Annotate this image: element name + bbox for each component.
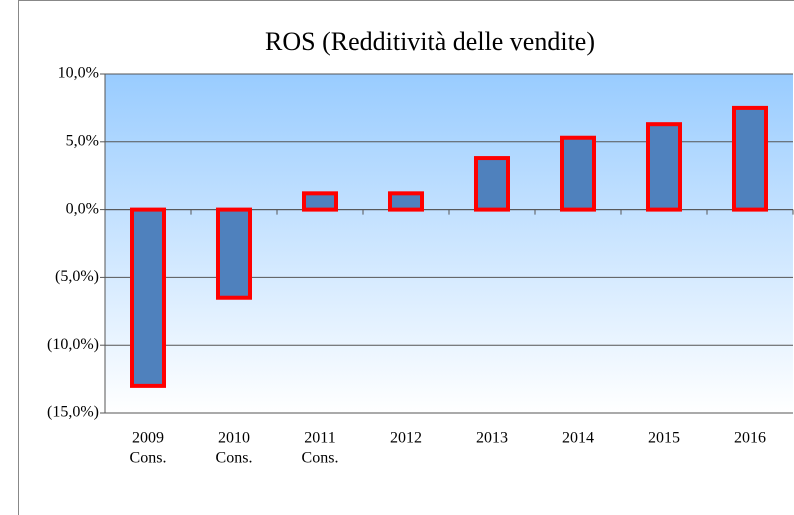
x-tick-label: 2014 [562,430,594,447]
bar [302,191,338,212]
x-tick-label: 2012 [390,430,422,447]
bar [388,191,424,212]
bar [216,207,252,300]
x-tick-label: Cons. [302,450,339,467]
bar [474,156,510,212]
y-tick-label: (10,0%) [47,336,99,353]
x-tick-label: Cons. [130,450,167,467]
y-tick-label: 5,0% [66,132,99,149]
x-tick-label: 2009 [132,430,164,447]
x-tick-label: 2016 [734,430,766,447]
y-tick-label: (15,0%) [47,404,99,421]
bar [646,122,682,212]
y-tick-label: 0,0% [66,200,99,217]
x-tick-label: 2013 [476,430,508,447]
plot-area [105,74,793,413]
bar [732,105,768,212]
x-tick-label: 2015 [648,430,680,447]
x-tick-label: 2010 [218,430,250,447]
bar [560,135,596,212]
y-tick-label: 10,0% [58,65,99,82]
chart-title: ROS (Redditività delle vendite) [265,27,595,56]
y-tick-label: (5,0%) [55,268,99,285]
x-tick-label: 2011 [304,430,335,447]
bar [130,207,166,388]
x-tick-label: Cons. [216,450,253,467]
